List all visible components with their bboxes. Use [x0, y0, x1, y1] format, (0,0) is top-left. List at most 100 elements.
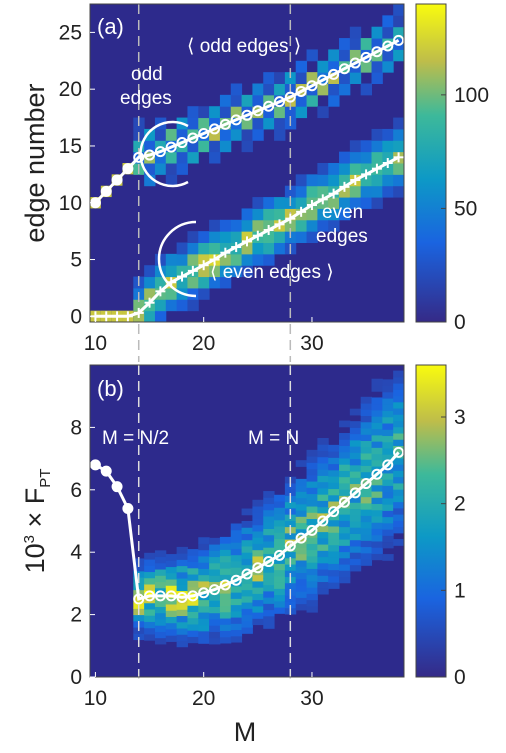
heatmap-cell	[328, 582, 340, 589]
heatmap-cell	[393, 451, 404, 459]
heatmap-cell	[328, 501, 340, 508]
heatmap-cell	[219, 574, 232, 582]
heatmap-cell	[328, 219, 340, 232]
heatmap-cell	[371, 151, 383, 164]
heatmap-cell	[176, 571, 188, 579]
heatmap-cell	[209, 231, 221, 243]
data-point	[187, 265, 198, 276]
heatmap-cell	[393, 501, 404, 509]
heatmap-cell	[382, 497, 394, 505]
x-tick-label: 20	[192, 687, 215, 710]
heatmap-cell	[284, 219, 297, 232]
heatmap-cell	[284, 551, 297, 559]
heatmap-cell	[317, 506, 329, 514]
data-point	[252, 105, 264, 117]
heatmap-cell	[144, 559, 156, 566]
heatmap-cell	[295, 231, 308, 243]
heatmap-cell	[230, 623, 243, 631]
heatmap-cell	[198, 276, 210, 289]
heatmap-cell	[187, 623, 199, 631]
heatmap-cell	[339, 545, 351, 553]
heatmap-cell	[284, 532, 297, 540]
heatmap-cell	[317, 174, 329, 187]
even-edges-arc	[157, 220, 197, 298]
heatmap-cell	[317, 487, 329, 495]
data-point	[328, 188, 339, 199]
data-point	[317, 194, 328, 205]
heatmap-cell	[187, 276, 199, 289]
annotation-even-edges-line1: even	[322, 202, 363, 223]
heatmap-cell	[317, 481, 329, 489]
data-point	[111, 174, 123, 186]
heatmap-cell	[187, 611, 199, 619]
heatmap-cell	[393, 389, 404, 397]
heatmap-cell	[328, 488, 340, 496]
heatmap-cell	[241, 539, 253, 547]
heatmap-cell	[393, 457, 404, 465]
heatmap-cell	[252, 242, 264, 255]
data-point	[263, 556, 275, 568]
heatmap-cell	[317, 537, 329, 545]
annotation-even-edges-line2: edges	[316, 226, 368, 247]
heatmap-cell	[339, 60, 351, 73]
heatmap-cell	[241, 589, 253, 597]
heatmap-cell	[360, 496, 373, 504]
data-point	[219, 118, 231, 130]
data-point	[133, 593, 145, 605]
heatmap-cell	[393, 526, 404, 534]
heatmap-cell	[219, 231, 232, 243]
heatmap-cell	[382, 379, 394, 387]
heatmap-cell	[209, 631, 221, 639]
heatmap-cell	[187, 636, 199, 644]
heatmap-cell	[144, 615, 156, 622]
heatmap-cell	[328, 494, 340, 502]
heatmap-cell	[349, 38, 362, 50]
heatmap-cell	[198, 555, 210, 563]
heatmap-cell	[360, 83, 373, 96]
heatmap-cell	[252, 612, 264, 619]
heatmap-cell	[284, 501, 297, 509]
panel-b-frame	[89, 364, 405, 678]
heatmap-cell	[252, 506, 264, 513]
heatmap-cell	[263, 572, 275, 579]
heatmap-cell	[144, 577, 156, 585]
data-point	[360, 51, 372, 63]
heatmap-cell	[371, 547, 383, 554]
heatmap-cell	[306, 499, 318, 507]
heatmap-cell	[371, 509, 383, 517]
heatmap-cell	[371, 140, 383, 153]
heatmap-cell	[263, 208, 275, 221]
data-point	[338, 63, 350, 75]
heatmap-cell	[349, 197, 362, 209]
heatmap-cell	[339, 539, 351, 546]
heatmap-cell	[274, 117, 286, 130]
heatmap-cell	[393, 439, 404, 446]
heatmap-cell	[306, 174, 318, 187]
heatmap-cell	[339, 420, 351, 428]
heatmap-cell	[339, 576, 351, 584]
heatmap-cell	[371, 26, 383, 39]
heatmap-cell	[393, 495, 404, 503]
colorbar-tick-label: 0	[454, 666, 466, 689]
heatmap-cell	[209, 151, 221, 164]
heatmap-cell	[274, 544, 286, 552]
heatmap-cell	[393, 539, 404, 546]
heatmap-cell	[176, 276, 188, 289]
heatmap-cell	[339, 570, 351, 578]
heatmap-cell	[252, 499, 264, 507]
heatmap-cell	[209, 612, 221, 620]
heatmap-cell	[144, 608, 156, 616]
heatmap-cell	[219, 106, 232, 119]
y-tick-label: 4	[70, 541, 82, 564]
heatmap-cell	[274, 532, 286, 539]
heatmap-cell	[349, 552, 362, 559]
heatmap-cell	[317, 587, 329, 595]
heatmap-cell	[349, 464, 362, 472]
data-point	[122, 163, 134, 175]
heatmap-cell	[382, 410, 394, 418]
heatmap-cell	[306, 574, 318, 582]
heatmap-cell	[252, 593, 264, 601]
heatmap-cell	[328, 482, 340, 490]
heatmap-cell	[339, 163, 351, 175]
